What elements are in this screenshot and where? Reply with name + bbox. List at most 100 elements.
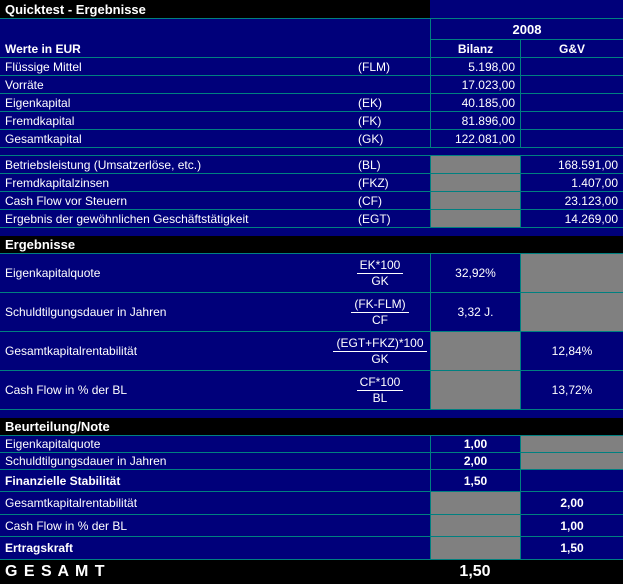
gv-note[interactable]: 1,50: [520, 537, 623, 559]
gv-note-na[interactable]: [520, 453, 623, 469]
bilanz-note[interactable]: 1,50: [430, 470, 520, 491]
bilanz-value-na[interactable]: [430, 210, 520, 227]
note-row: Eigenkapitalquote 1,00: [0, 436, 623, 453]
gv-note[interactable]: 1,00: [520, 515, 623, 536]
row-label[interactable]: Gesamtkapital: [5, 131, 82, 146]
section-divider: [0, 148, 623, 156]
section-gap: [0, 410, 623, 418]
formula-cell[interactable]: CF*100 BL: [330, 371, 430, 409]
section-header-beurteilung[interactable]: Beurteilung/Note: [0, 418, 623, 436]
row-label[interactable]: Vorräte: [5, 77, 44, 92]
row-code[interactable]: (GK): [358, 131, 384, 146]
ratio-row: Eigenkapitalquote EK*100 GK 32,92%: [0, 254, 623, 293]
row-label[interactable]: Fremdkapital: [5, 113, 75, 128]
gv-value[interactable]: 14.269,00: [520, 210, 623, 227]
row-label[interactable]: Eigenkapitalquote: [5, 437, 101, 451]
formula-cell[interactable]: (EGT+FKZ)*100 GK: [330, 332, 430, 370]
gv-note-na[interactable]: [520, 436, 623, 452]
formula-cell[interactable]: (FK-FLM) CF: [330, 293, 430, 331]
gv-value[interactable]: 23.123,00: [520, 192, 623, 209]
table-row: Cash Flow vor Steuern (CF) 23.123,00: [0, 192, 623, 210]
section-header-ergebnisse[interactable]: Ergebnisse: [0, 236, 623, 254]
row-label[interactable]: Gesamtkapitalrentabilität: [5, 496, 138, 510]
row-code[interactable]: (BL): [358, 157, 381, 172]
year-row-empty2: [350, 19, 430, 40]
formula-cell[interactable]: EK*100 GK: [330, 254, 430, 292]
formula-denominator: BL: [372, 390, 388, 405]
ratio-row: Gesamtkapitalrentabilität (EGT+FKZ)*100 …: [0, 332, 623, 371]
gv-value[interactable]: [520, 58, 623, 75]
formula-numerator: (EGT+FKZ)*100: [333, 336, 427, 352]
bilanz-note[interactable]: 1,00: [430, 436, 520, 452]
bilanz-value[interactable]: 81.896,00: [430, 112, 520, 129]
col-header-gv[interactable]: G&V: [520, 40, 623, 57]
row-code[interactable]: (FKZ): [358, 175, 389, 190]
title-bar-filler: [430, 0, 623, 18]
gv-value[interactable]: 12,84%: [520, 332, 623, 370]
gv-note[interactable]: 2,00: [520, 492, 623, 514]
note-row: Schuldtilgungsdauer in Jahren 2,00: [0, 453, 623, 470]
bilanz-value[interactable]: 17.023,00: [430, 76, 520, 93]
bilanz-note[interactable]: 2,00: [430, 453, 520, 469]
bilanz-value[interactable]: 5.198,00: [430, 58, 520, 75]
row-label[interactable]: Ergebnis der gewöhnlichen Geschäftstätig…: [5, 211, 249, 226]
row-code[interactable]: (EK): [358, 95, 382, 110]
gv-value-na[interactable]: [520, 254, 623, 292]
note-row: Cash Flow in % der BL 1,00: [0, 515, 623, 537]
formula-fraction: EK*100 GK: [356, 258, 404, 289]
row-label[interactable]: Eigenkapital: [5, 95, 71, 110]
ratio-row: Schuldtilgungsdauer in Jahren (FK-FLM) C…: [0, 293, 623, 332]
bilanz-value[interactable]: 40.185,00: [430, 94, 520, 111]
formula-fraction: (FK-FLM) CF: [351, 297, 409, 328]
werte-in-eur-label[interactable]: Werte in EUR: [5, 41, 81, 56]
row-code[interactable]: (FLM): [358, 59, 390, 74]
bilanz-value-na[interactable]: [430, 332, 520, 370]
note-row: Ertragskraft 1,50: [0, 537, 623, 560]
row-label[interactable]: Cash Flow in % der BL: [5, 383, 128, 397]
gesamt-value[interactable]: 1,50: [459, 563, 491, 580]
row-label[interactable]: Schuldtilgungsdauer in Jahren: [5, 305, 167, 319]
gv-value[interactable]: [520, 94, 623, 111]
gesamt-label[interactable]: G E S A M T: [5, 563, 106, 580]
formula-numerator: (FK-FLM): [351, 297, 409, 313]
table-row: Gesamtkapital (GK) 122.081,00: [0, 130, 623, 148]
bilanz-note-na[interactable]: [430, 515, 520, 536]
bilanz-value[interactable]: 3,32 J.: [430, 293, 520, 331]
column-header-row: Werte in EUR Bilanz G&V: [0, 40, 623, 58]
formula-fraction: (EGT+FKZ)*100 GK: [333, 336, 427, 367]
gv-value-na[interactable]: [520, 293, 623, 331]
year-row-empty: [0, 19, 350, 40]
year-header[interactable]: 2008: [430, 19, 623, 40]
row-label[interactable]: Cash Flow vor Steuern: [5, 193, 128, 208]
row-code[interactable]: [350, 76, 430, 93]
row-label[interactable]: Fremdkapitalzinsen: [5, 175, 110, 190]
row-label[interactable]: Betriebsleistung (Umsatzerlöse, etc.): [5, 157, 202, 172]
bilanz-value-na[interactable]: [430, 192, 520, 209]
bilanz-value[interactable]: 122.081,00: [430, 130, 520, 147]
bilanz-note-na[interactable]: [430, 537, 520, 559]
gv-value[interactable]: [520, 76, 623, 93]
row-label[interactable]: Schuldtilgungsdauer in Jahren: [5, 454, 167, 468]
gv-value[interactable]: 168.591,00: [520, 156, 623, 173]
bilanz-note-na[interactable]: [430, 492, 520, 514]
bilanz-value-na[interactable]: [430, 156, 520, 173]
row-label[interactable]: Gesamtkapitalrentabilität: [5, 344, 138, 358]
bilanz-value[interactable]: 32,92%: [430, 254, 520, 292]
bilanz-value-na[interactable]: [430, 174, 520, 191]
table-row: Flüssige Mittel (FLM) 5.198,00: [0, 58, 623, 76]
row-label[interactable]: Cash Flow in % der BL: [5, 518, 128, 533]
row-code[interactable]: (EGT): [358, 211, 391, 226]
bilanz-value-na[interactable]: [430, 371, 520, 409]
row-code[interactable]: (CF): [358, 193, 382, 208]
row-label[interactable]: Flüssige Mittel: [5, 59, 82, 74]
col-header-bilanz[interactable]: Bilanz: [430, 40, 520, 57]
gv-note[interactable]: [520, 470, 623, 491]
row-label[interactable]: Finanzielle Stabilität: [5, 473, 121, 488]
row-label[interactable]: Eigenkapitalquote: [5, 266, 101, 280]
row-label[interactable]: Ertragskraft: [5, 541, 74, 555]
gv-value[interactable]: 13,72%: [520, 371, 623, 409]
gv-value[interactable]: [520, 112, 623, 129]
row-code[interactable]: (FK): [358, 113, 382, 128]
gv-value[interactable]: [520, 130, 623, 147]
gv-value[interactable]: 1.407,00: [520, 174, 623, 191]
